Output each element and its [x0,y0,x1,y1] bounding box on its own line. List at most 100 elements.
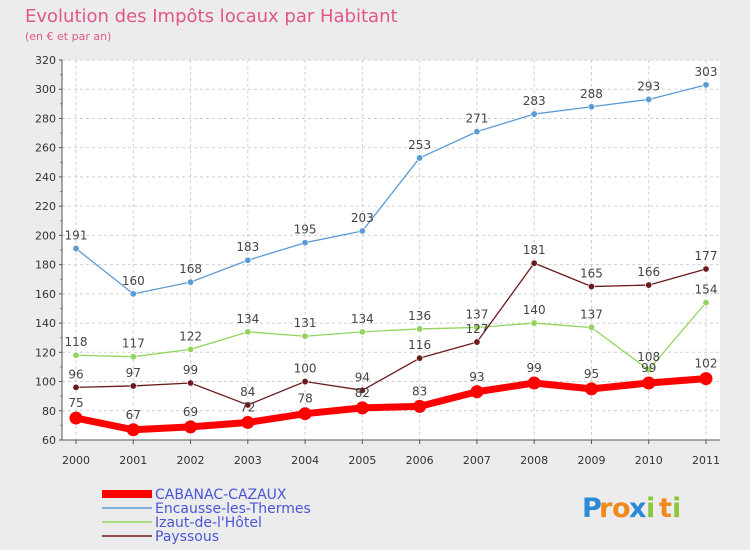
data-label: 75 [68,396,83,410]
data-point [184,420,198,434]
data-label: 168 [179,262,202,276]
series-layer [69,81,713,437]
data-point [473,338,481,346]
legend-label: Izaut-de-l'Hôtel [155,515,262,531]
plot-background [62,60,720,440]
data-label: 117 [122,337,145,351]
data-label: 177 [695,249,718,263]
data-label: 96 [68,367,83,381]
data-point [244,328,252,336]
y-tick-label: 120 [35,346,56,359]
data-label: 303 [695,65,718,79]
data-label: 140 [523,303,546,317]
data-label: 78 [297,392,312,406]
y-tick-label: 300 [35,83,56,96]
logo-letter: x [629,493,646,524]
data-label: 293 [637,79,660,93]
data-label: 99 [527,361,542,375]
data-label: 253 [408,138,431,152]
proxiti-logo: Pr ox i t i [582,493,681,524]
data-label: 127 [465,322,488,336]
chart-title: Evolution des Impôts locaux par Habitant [25,6,398,27]
y-tick-label: 160 [35,288,56,301]
data-point [530,110,538,118]
data-point [72,383,80,391]
data-point [699,372,713,386]
data-point [69,411,83,425]
data-label: 136 [408,309,431,323]
data-point [129,290,137,298]
data-label: 95 [584,367,599,381]
data-point [129,353,137,361]
data-point [413,399,427,413]
data-label: 97 [126,366,141,380]
data-point [473,128,481,136]
data-point [702,265,710,273]
y-tick-label: 280 [35,112,56,125]
legend-label: Payssous [155,529,219,545]
data-point [530,259,538,267]
y-tick-label: 220 [35,200,56,213]
data-point [301,332,309,340]
y-tick-label: 80 [42,405,56,418]
data-point [473,323,481,331]
y-tick-label: 240 [35,171,56,184]
data-label: 134 [351,312,374,326]
data-label: 118 [65,335,88,349]
series-line-0 [75,84,707,295]
data-point [126,423,140,437]
y-tick-label: 200 [35,229,56,242]
y-tick-label: 140 [35,317,56,330]
y-tick-label: 180 [35,259,56,272]
y-tick-label: 100 [35,376,56,389]
logo-letter: i [672,493,681,524]
series-line-2 [75,262,707,406]
data-label: 134 [236,312,259,326]
x-tick-label: 2004 [291,454,319,467]
logo-letter: o [612,493,631,524]
data-label: 72 [240,400,255,414]
y-tick-label: 320 [35,54,56,67]
data-point [72,351,80,359]
data-point [187,345,195,353]
data-label: 69 [183,405,198,419]
data-label: 100 [294,362,317,376]
x-tick-label: 2006 [406,454,434,467]
x-tick-label: 2010 [635,454,663,467]
data-point [702,81,710,89]
x-tick-label: 2001 [119,454,147,467]
data-label: 84 [240,385,255,399]
data-point [358,386,366,394]
data-label: 82 [355,386,370,400]
data-point [187,379,195,387]
series-line-3 [72,375,710,434]
data-label: 203 [351,211,374,225]
x-tick-label: 2008 [520,454,548,467]
data-label: 160 [122,274,145,288]
data-label: 271 [465,112,488,126]
data-label: 67 [126,408,141,422]
data-label: 165 [580,267,603,281]
data-label: 94 [355,370,370,384]
data-point [358,227,366,235]
data-point [241,415,255,429]
data-point [298,407,312,421]
data-label: 102 [695,357,718,371]
x-tick-label: 2009 [577,454,605,467]
data-point [416,154,424,162]
data-point [129,382,137,390]
data-label: 154 [695,283,718,297]
data-point [645,95,653,103]
series-line-1 [75,301,707,371]
data-point [645,366,653,374]
legend-label: Encausse-les-Thermes [155,501,311,517]
data-point [645,281,653,289]
legend-label: CABANAC-CAZAUX [155,487,287,503]
data-point [358,328,366,336]
x-tick-label: 2002 [177,454,205,467]
data-point [416,354,424,362]
chart-subtitle: (en € et par an) [25,30,111,43]
data-label: 288 [580,87,603,101]
logo-letter: r [599,493,613,524]
